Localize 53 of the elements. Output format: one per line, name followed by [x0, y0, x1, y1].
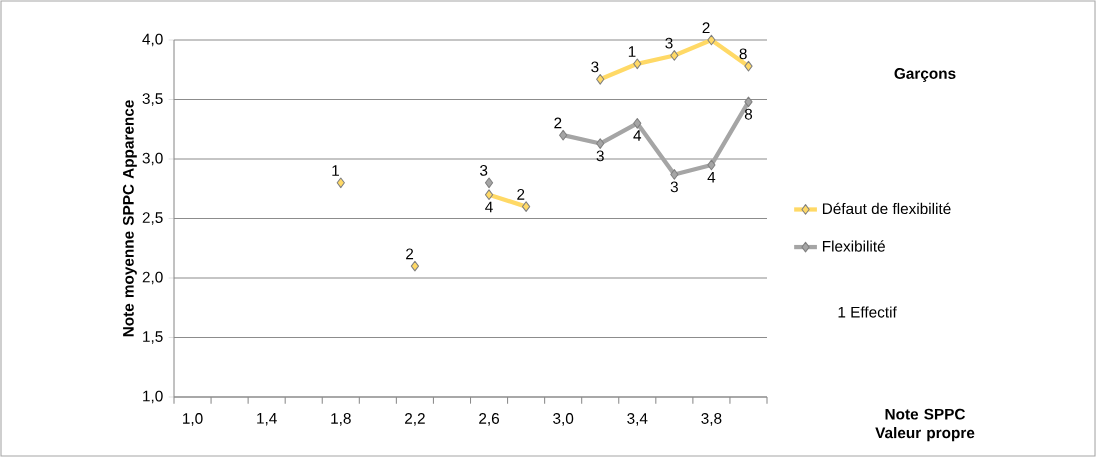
y-tick-label: 4,0 — [142, 33, 163, 47]
point — [484, 177, 494, 189]
point — [744, 60, 753, 72]
point — [596, 138, 605, 149]
point — [670, 50, 679, 61]
point — [744, 96, 753, 108]
point — [633, 58, 642, 70]
point — [707, 159, 716, 171]
y-tick-label: 1,0 — [143, 390, 163, 404]
y-tick-label: 2,0 — [142, 271, 163, 285]
x-tick-label: 2,6 — [479, 413, 500, 426]
x-tick-label: 3,8 — [701, 413, 722, 426]
y-tick-label: 1,5 — [143, 331, 163, 344]
point — [633, 117, 642, 129]
annotation: 2 — [517, 188, 525, 200]
point — [336, 177, 345, 189]
annotation: 3 — [596, 150, 604, 162]
annotation: 8 — [739, 48, 747, 60]
annotation: 2 — [554, 117, 562, 129]
annotation: 2 — [406, 248, 414, 260]
y-tick-label: 2,5 — [142, 212, 163, 225]
y-tick-label: 3,0 — [142, 152, 163, 166]
y-axis-title: Note moyenne SPPC Apparence — [122, 100, 137, 337]
point — [596, 73, 605, 85]
point — [410, 260, 420, 272]
x-tick-label: 1,8 — [331, 413, 351, 426]
x-tick-label: 3,0 — [553, 413, 574, 426]
annotation: 4 — [485, 201, 493, 213]
annotation: 8 — [744, 108, 753, 120]
annotation: 3 — [591, 61, 599, 73]
point — [521, 201, 531, 212]
annotation: 1 — [628, 46, 636, 57]
text: 1 Effectif — [838, 306, 897, 318]
annotation: 3 — [480, 165, 488, 176]
point — [559, 129, 568, 141]
legend-label: Flexibilité — [822, 240, 885, 252]
point — [670, 169, 679, 180]
x-tick-label: 1,4 — [257, 413, 277, 426]
annotation: 4 — [707, 171, 716, 183]
text: Note SPPC Valeur propre — [875, 408, 975, 442]
annotation: 2 — [702, 22, 710, 34]
point — [707, 34, 716, 46]
text: Garçons — [894, 68, 956, 82]
annotation: 4 — [633, 130, 642, 141]
x-tick-label: 1,0 — [183, 413, 203, 426]
annotation: 3 — [670, 181, 678, 193]
point — [484, 189, 494, 201]
annotation: 1 — [332, 165, 339, 176]
legend-label: Défaut de flexibilité — [822, 202, 951, 215]
y-tick-label: 3,5 — [142, 93, 163, 106]
x-tick-label: 3,4 — [627, 413, 648, 426]
annotation: 3 — [665, 37, 673, 49]
x-tick-label: 2,2 — [405, 413, 425, 426]
